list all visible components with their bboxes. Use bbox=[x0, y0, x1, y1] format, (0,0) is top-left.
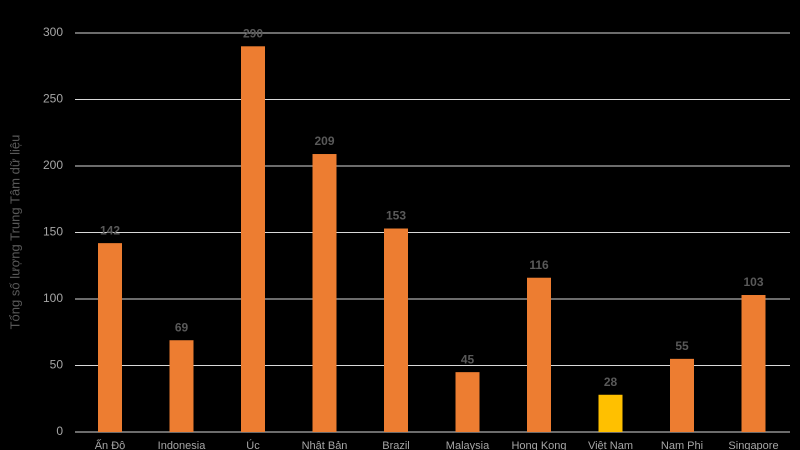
bar bbox=[598, 394, 623, 432]
y-tick-label: 0 bbox=[56, 424, 63, 438]
value-label: 69 bbox=[175, 320, 189, 334]
value-label: 209 bbox=[314, 134, 334, 148]
x-tick-label: Singapore bbox=[728, 440, 778, 450]
value-label: 28 bbox=[604, 375, 618, 389]
bar bbox=[384, 228, 408, 432]
x-tick-label: Brazil bbox=[382, 440, 410, 450]
bar bbox=[455, 372, 480, 432]
value-label: 103 bbox=[743, 275, 763, 289]
y-tick-label: 300 bbox=[43, 25, 63, 39]
value-label: 290 bbox=[243, 26, 263, 40]
x-tick-label: Indonesia bbox=[158, 440, 207, 450]
bar bbox=[241, 46, 265, 433]
bar bbox=[312, 154, 337, 432]
y-tick-label: 100 bbox=[43, 291, 63, 305]
bar bbox=[670, 358, 694, 432]
value-label: 142 bbox=[100, 223, 120, 237]
x-tick-label: Việt Nam bbox=[588, 440, 633, 450]
value-label: 45 bbox=[461, 352, 475, 366]
value-label: 116 bbox=[529, 258, 549, 272]
x-tick-label: Malaysia bbox=[446, 440, 490, 450]
value-label: 153 bbox=[386, 209, 406, 223]
y-axis-title: Tổng số lượng Trung Tâm dữ liệu bbox=[7, 135, 22, 330]
x-tick-label: Nam Phi bbox=[661, 440, 703, 450]
y-tick-label: 200 bbox=[43, 158, 63, 172]
bar bbox=[741, 295, 766, 432]
y-tick-label: 50 bbox=[50, 358, 64, 372]
x-tick-label: Nhật Bản bbox=[302, 440, 348, 450]
x-tick-label: Úc bbox=[246, 439, 260, 450]
y-tick-label: 150 bbox=[43, 225, 63, 239]
x-tick-label: Ấn Độ bbox=[95, 439, 126, 450]
bar bbox=[527, 277, 551, 432]
y-tick-label: 250 bbox=[43, 92, 63, 106]
bar bbox=[98, 243, 122, 432]
bar bbox=[169, 340, 194, 432]
x-tick-label: Hong Kong bbox=[511, 440, 566, 450]
value-label: 55 bbox=[675, 339, 689, 353]
